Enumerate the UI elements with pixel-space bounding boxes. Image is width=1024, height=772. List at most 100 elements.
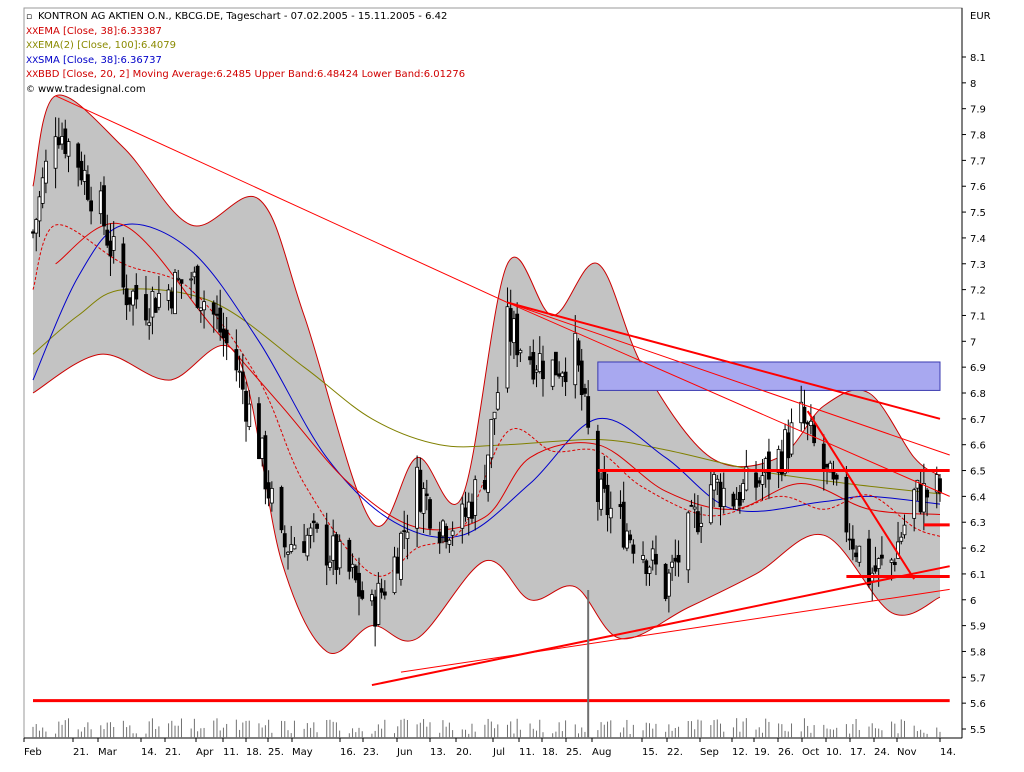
y-tick-label: 6: [970, 596, 976, 607]
candle-body: [421, 488, 426, 514]
candle-body: [918, 483, 923, 513]
y-tick-label: 6.4: [970, 492, 986, 503]
candle-body: [938, 478, 942, 494]
x-tick-label: 13.: [430, 747, 446, 758]
candle-body: [308, 527, 313, 536]
candle-body: [867, 538, 871, 585]
candle: [741, 479, 746, 503]
legend-source-row: © www.tradesignal.com: [26, 83, 465, 98]
candle-body: [528, 356, 532, 361]
candle-body: [360, 590, 365, 599]
candle-body: [799, 401, 804, 424]
candle: [424, 479, 429, 511]
candle: [247, 390, 252, 431]
candle: [134, 273, 139, 309]
candle: [353, 564, 358, 583]
candle: [44, 149, 48, 194]
y-tick-label: 7.6: [970, 182, 986, 193]
candle: [153, 296, 158, 313]
candle-body: [56, 137, 61, 146]
candle: [450, 521, 455, 547]
x-tick-label: 11.: [519, 747, 535, 758]
candle: [666, 569, 671, 613]
candle-body: [424, 493, 429, 497]
legend-sma38: SMA [Close, 38]:6.36737: [38, 54, 162, 66]
candle-body: [153, 298, 158, 313]
trendline: [507, 302, 950, 497]
candle-body: [302, 541, 307, 553]
candle-body: [579, 360, 584, 396]
sma38-line: [32, 223, 941, 539]
x-tick-label: 16.: [340, 747, 356, 758]
candle-body: [66, 141, 71, 157]
candle: [754, 461, 758, 501]
y-tick-label: 5.8: [970, 647, 986, 658]
candle-body: [215, 313, 219, 316]
candle-body: [98, 190, 103, 215]
candle-body: [53, 136, 58, 169]
candle-body: [286, 551, 290, 555]
candle-body: [889, 559, 894, 563]
candle: [105, 214, 110, 248]
candle-body: [244, 390, 248, 422]
candle-body: [812, 424, 817, 444]
candle: [53, 117, 58, 189]
candle-body: [211, 302, 216, 315]
y-tick-label: 6.8: [970, 389, 986, 400]
candle-body: [605, 484, 610, 516]
candle: [850, 525, 855, 561]
candle: [315, 522, 319, 533]
y-tick-label: 7.3: [970, 260, 986, 271]
candle: [663, 562, 668, 602]
candle: [867, 529, 871, 589]
trendline: [400, 588, 950, 673]
candle-body: [40, 177, 45, 204]
candle-body: [854, 552, 858, 558]
candle-body: [350, 563, 355, 568]
candle-body: [676, 554, 681, 563]
candle-body: [441, 520, 445, 537]
candle: [292, 537, 297, 550]
candle: [473, 475, 478, 531]
x-tick-label: Feb: [24, 747, 42, 758]
candle-body: [166, 289, 171, 301]
candle-body: [505, 306, 510, 389]
candle-body: [311, 520, 316, 524]
candle: [66, 138, 71, 173]
candle-body: [692, 506, 697, 510]
candle-body: [718, 481, 723, 508]
candle-body: [489, 419, 494, 459]
candle-body: [899, 536, 904, 542]
candle-body: [508, 308, 513, 342]
candle-body: [292, 544, 297, 550]
candle: [670, 554, 674, 581]
candle-body: [279, 486, 284, 531]
candle-body: [641, 555, 645, 560]
y-tick-label: 6.7: [970, 415, 986, 426]
trendline: [55, 95, 508, 303]
candle-body: [169, 291, 174, 309]
candle-body: [382, 591, 387, 596]
candle-body: [357, 572, 361, 597]
candle: [405, 514, 410, 560]
candle: [376, 572, 381, 626]
candle: [641, 541, 645, 564]
candle: [912, 487, 917, 532]
trendline: [507, 301, 941, 420]
x-tick-label: 24.: [874, 747, 890, 758]
candle-body: [224, 329, 229, 344]
candle-body: [712, 474, 716, 491]
candle-body: [666, 572, 671, 597]
candle-body: [550, 359, 555, 387]
candle-body: [647, 566, 652, 574]
legend: ▫ KONTRON AG AKTIEN O.N., KBCG.DE, Tagesc…: [26, 10, 465, 97]
x-tick-label: 11.: [223, 747, 239, 758]
candle: [495, 376, 500, 411]
x-tick-label: 22.: [667, 747, 683, 758]
x-tick-label: 10.: [826, 747, 842, 758]
candle-body: [402, 530, 407, 533]
candle-body: [783, 429, 787, 474]
candle: [263, 430, 268, 505]
candle-body: [731, 493, 736, 507]
x-tick-label: Mar: [98, 747, 118, 758]
